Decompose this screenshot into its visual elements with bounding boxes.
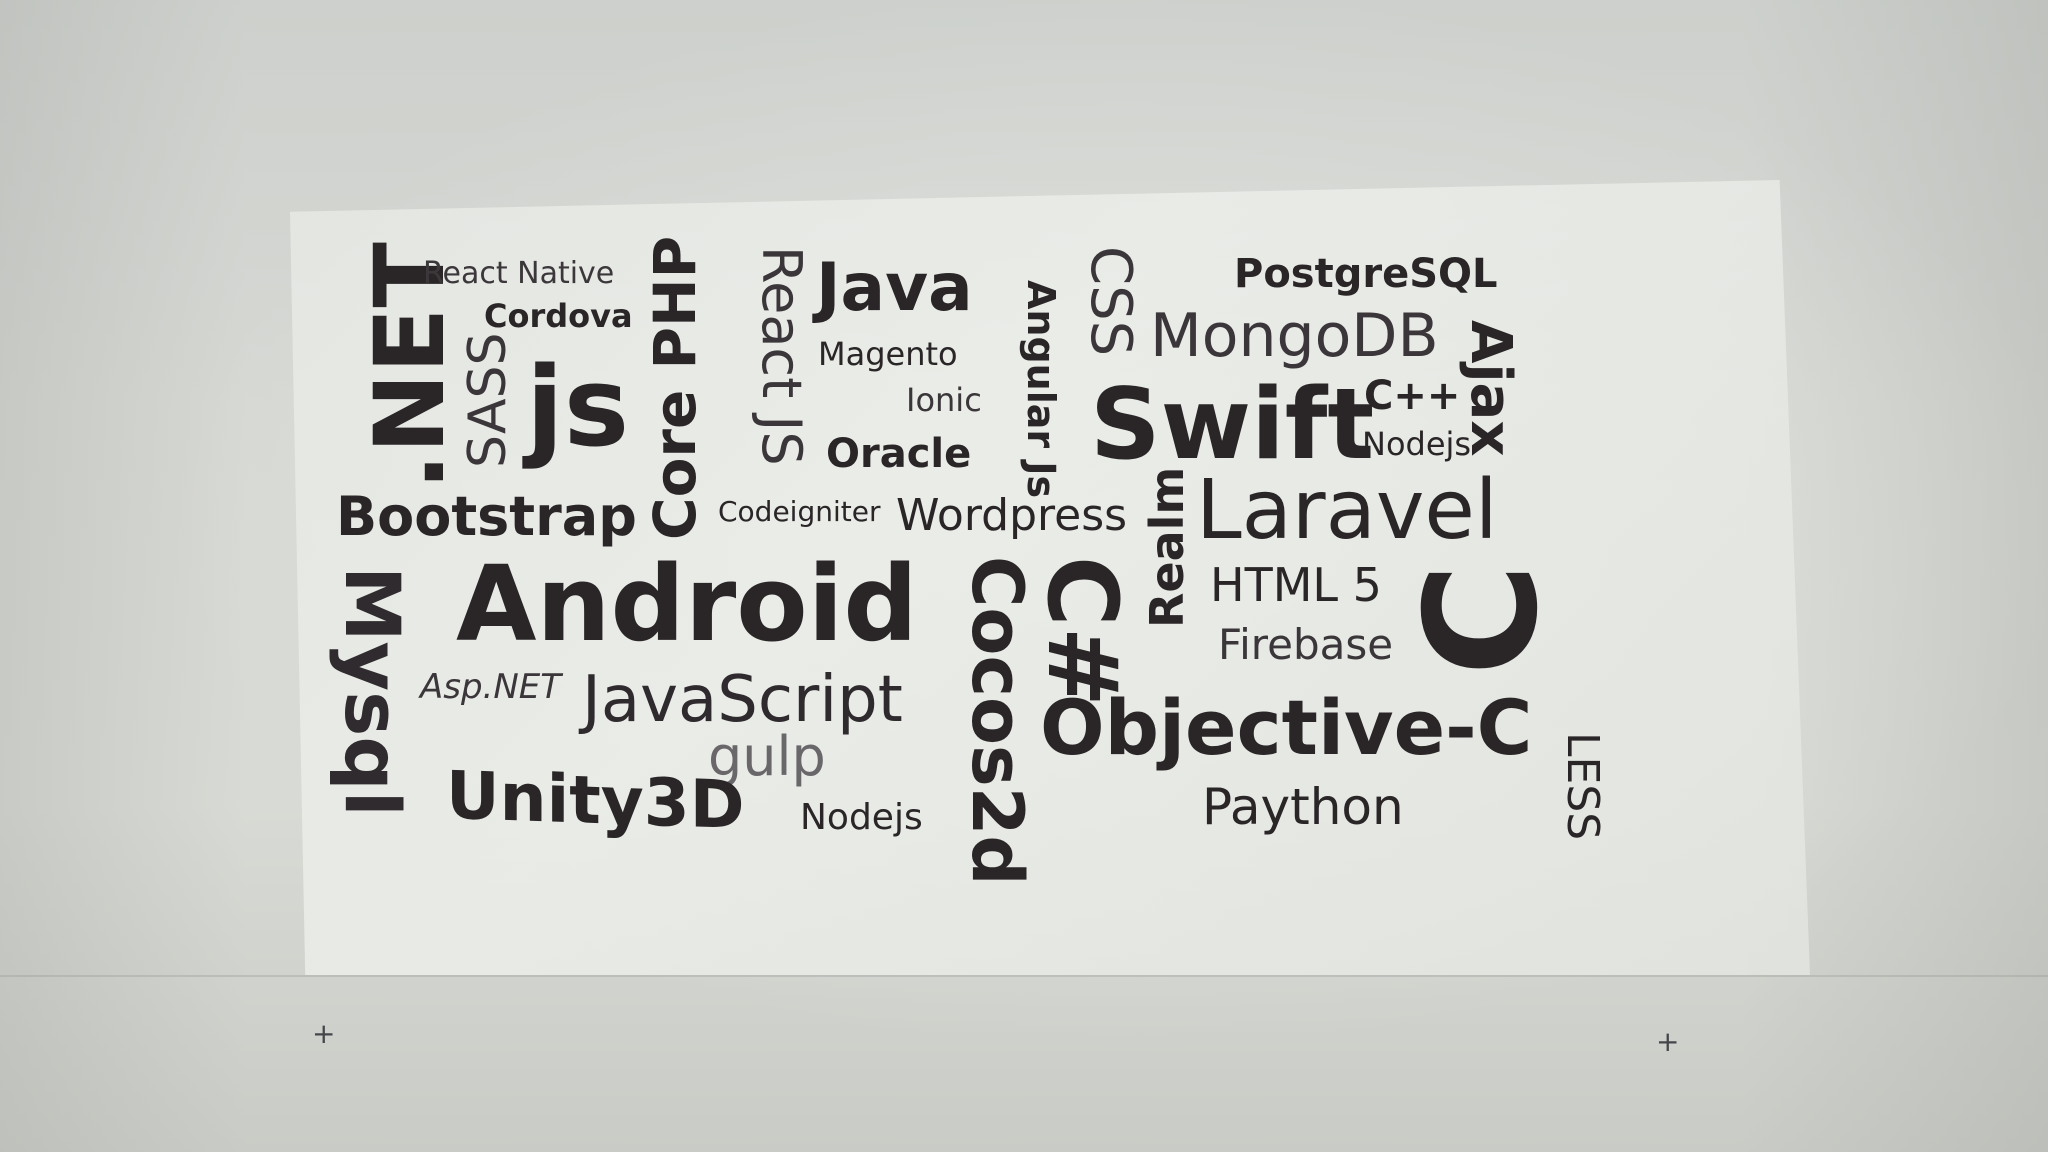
word-angular-js: Angular Js: [1019, 280, 1063, 499]
word-gulp: gulp: [708, 725, 826, 788]
word-cordova: Cordova: [484, 297, 633, 335]
word-cpp: C++: [1364, 373, 1461, 419]
word-magento: Magento: [818, 335, 958, 373]
word-react-js: React JS: [750, 246, 813, 466]
word-js: js: [526, 343, 630, 471]
word-javascript: JavaScript: [582, 663, 903, 737]
word-ionic: Ionic: [906, 381, 982, 419]
word-oracle: Oracle: [826, 431, 972, 477]
word-sass: SASS: [458, 332, 518, 468]
word-nodejs-top: Nodejs: [1362, 425, 1472, 463]
word-wordpress: Wordpress: [896, 490, 1128, 541]
word-nodejs-bottom: Nodejs: [800, 797, 923, 838]
word-objective-c: Objective-C: [1040, 683, 1533, 772]
word-android: Android: [456, 543, 918, 665]
word-postgresql: PostgreSQL: [1234, 251, 1498, 297]
word-laravel: Laravel: [1196, 463, 1498, 558]
word-swift: Swift: [1090, 368, 1375, 482]
word-mongodb: MongoDB: [1150, 301, 1439, 371]
pencil-cross-mark-left: +: [312, 1017, 336, 1050]
word-java: Java: [816, 249, 973, 326]
word-realm: Realm: [1140, 466, 1194, 628]
word-cocos2d: Cocos2d: [956, 556, 1038, 886]
word-core-php: Core PHP: [641, 235, 709, 540]
word-react-native: React Native: [423, 256, 615, 291]
word-unity3d: Unity3D: [446, 756, 745, 845]
word-paython: Paython: [1202, 778, 1404, 836]
word-c: C: [1393, 562, 1572, 676]
pencil-cross-mark-right: +: [1656, 1025, 1680, 1058]
word-mysql: Mysql: [328, 566, 417, 817]
word-firebase: Firebase: [1218, 620, 1394, 669]
wall-sticker-poster: [290, 180, 1810, 975]
word-less: LESS: [1557, 732, 1608, 841]
word-codeigniter: Codeigniter: [718, 495, 881, 528]
wall-edge-line: [0, 975, 2048, 977]
word-css: CSS: [1078, 246, 1143, 357]
word-bootstrap: Bootstrap: [336, 485, 637, 548]
word-html5: HTML 5: [1210, 558, 1382, 612]
word-asp-net: Asp.NET: [420, 667, 562, 707]
